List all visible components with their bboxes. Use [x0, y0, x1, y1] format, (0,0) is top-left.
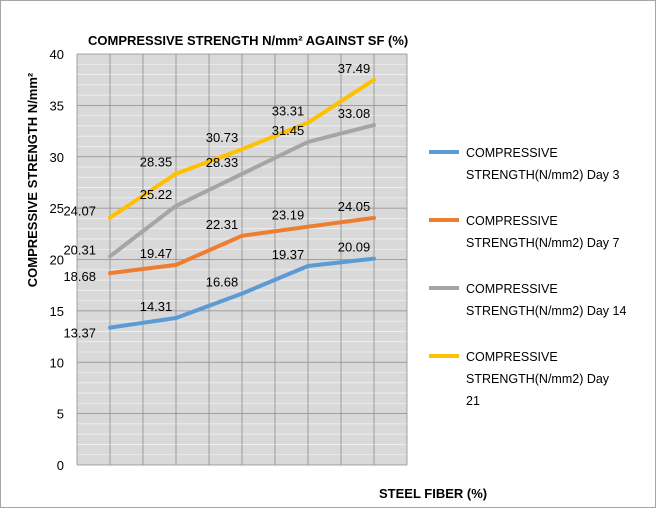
legend-label: COMPRESSIVE — [466, 350, 558, 364]
data-label: 16.68 — [206, 275, 239, 290]
data-label: 14.31 — [140, 299, 173, 314]
legend-label: COMPRESSIVE — [466, 214, 558, 228]
y-tick-label: 10 — [50, 355, 64, 370]
y-tick-label: 40 — [50, 47, 64, 62]
y-tick-label: 5 — [57, 407, 64, 422]
data-label: 25.22 — [140, 187, 173, 202]
legend: COMPRESSIVE STRENGTH(N/mm2) Day 3 COMPRESS… — [429, 146, 626, 408]
data-label: 20.31 — [63, 242, 96, 257]
data-label: 20.09 — [338, 240, 371, 255]
data-label: 18.68 — [63, 269, 96, 284]
series-line-4 — [108, 77, 376, 220]
data-label: 13.37 — [63, 326, 96, 341]
series-line-2 — [108, 215, 376, 276]
legend-label: COMPRESSIVE — [466, 146, 558, 160]
major-gridlines — [76, 53, 408, 466]
data-labels: 13.37 14.31 16.68 19.37 20.09 18.68 19.47 22.31… — [63, 61, 370, 341]
chart-title: COMPRESSIVE STRENGTH N/mm² AGAINST SF (%… — [88, 33, 408, 48]
legend-label: STRENGTH(N/mm2) Day 7 — [466, 236, 620, 250]
data-label: 19.37 — [272, 247, 305, 262]
data-label: 33.08 — [338, 106, 371, 121]
y-tick-label: 0 — [57, 458, 64, 473]
y-axis-ticks: 0 5 10 15 20 25 30 35 40 — [50, 47, 64, 473]
x-axis-title: STEEL FIBER (%) — [379, 486, 487, 501]
series-lines — [108, 77, 376, 330]
data-label: 28.35 — [140, 155, 173, 170]
legend-label: COMPRESSIVE — [466, 282, 558, 296]
data-label: 19.47 — [140, 246, 173, 261]
y-tick-label: 25 — [50, 201, 64, 216]
y-tick-label: 20 — [50, 253, 64, 268]
legend-label: STRENGTH(N/mm2) Day 14 — [466, 304, 626, 318]
series-line-1 — [108, 256, 376, 330]
data-label: 23.19 — [272, 208, 305, 223]
legend-label: 21 — [466, 394, 480, 408]
data-label: 30.73 — [206, 130, 239, 145]
y-tick-label: 15 — [50, 304, 64, 319]
data-label: 24.07 — [63, 204, 96, 219]
legend-label: STRENGTH(N/mm2) Day 3 — [466, 168, 620, 182]
data-label: 24.05 — [338, 199, 371, 214]
data-label: 33.31 — [272, 104, 305, 119]
series-line-3 — [108, 123, 376, 259]
data-label: 37.49 — [338, 61, 371, 76]
y-axis-title: COMPRESSIVE STRENGTH N/mm² — [25, 72, 40, 287]
data-label: 22.31 — [206, 217, 239, 232]
y-tick-label: 35 — [50, 98, 64, 113]
data-label: 28.33 — [206, 155, 239, 170]
y-tick-label: 30 — [50, 150, 64, 165]
legend-label: STRENGTH(N/mm2) Day — [466, 372, 610, 386]
data-label: 31.45 — [272, 123, 305, 138]
